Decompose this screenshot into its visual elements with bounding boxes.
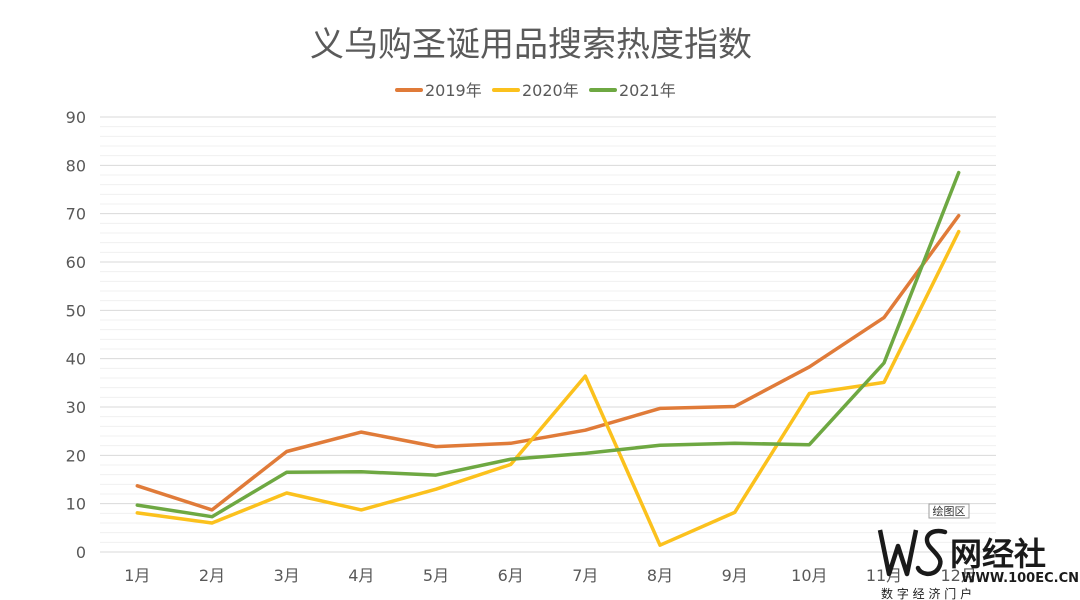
y-tick-label: 0 [76,543,86,562]
watermark-ws-logo [877,528,948,577]
legend-label-2: 2021年 [619,81,676,100]
watermark: 网经社 WWW.100EC.CN 数 字 经 济 门 户 [877,528,1079,600]
y-tick-label: 40 [66,350,86,369]
legend-label-0: 2019年 [425,81,482,100]
grid [100,116,996,553]
y-tick-label: 60 [66,253,86,272]
x-tick-label: 9月 [722,566,748,585]
watermark-url: WWW.100EC.CN [961,571,1079,586]
legend-label-1: 2020年 [522,81,579,100]
y-tick-label: 70 [66,205,86,224]
x-tick-label: 4月 [348,566,374,585]
watermark-subtitle: 数 字 经 济 门 户 [881,586,972,600]
legend: 2019年 2020年 2021年 [395,81,676,100]
tooltip-box [928,503,970,519]
x-tick-label: 7月 [572,566,598,585]
y-tick-label: 30 [66,398,86,417]
y-tick-label: 10 [66,495,86,514]
series-line-0 [135,213,961,512]
x-tick-label: 6月 [498,566,524,585]
series-line-1 [135,229,961,547]
x-tick-label: 12月 [940,566,976,585]
x-tick-label: 2月 [199,566,225,585]
watermark-s-mark [915,528,948,577]
series-line-2 [135,170,961,519]
tooltip-text: 绘图区 [933,504,966,518]
y-tick-label: 20 [66,446,86,465]
series-lines [135,170,961,547]
watermark-w-mark [877,529,919,577]
plot-area-tooltip: 绘图区 [928,503,970,519]
x-tick-label: 8月 [647,566,673,585]
x-axis: 1月 2月 3月 4月 5月 6月 7月 8月 9月 10月 11月 12月 [124,566,977,585]
x-tick-label: 11月 [866,566,902,585]
x-tick-label: 3月 [274,566,300,585]
x-tick-label: 10月 [791,566,827,585]
chart-title: 义乌购圣诞用品搜索热度指数 [310,25,752,65]
x-tick-label: 1月 [124,566,150,585]
y-tick-label: 80 [66,156,86,175]
y-axis: 0 10 20 30 40 50 60 70 80 90 [66,108,86,562]
y-tick-label: 50 [66,301,86,320]
watermark-main: 网经社 [950,535,1046,573]
x-tick-label: 5月 [423,566,449,585]
y-tick-label: 90 [66,108,86,127]
